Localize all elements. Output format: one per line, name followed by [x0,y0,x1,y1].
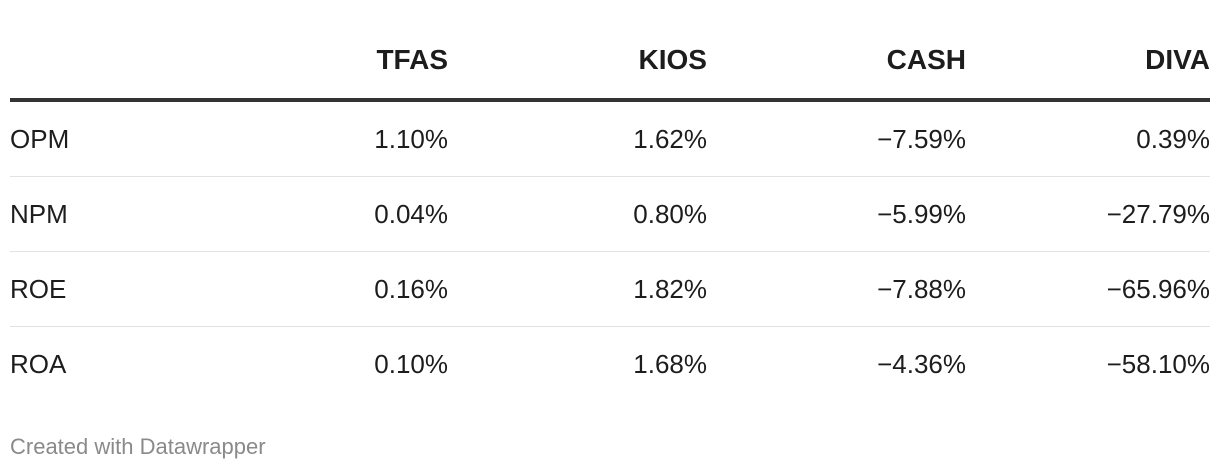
header-cell-tfas[interactable]: TFAS [210,26,448,102]
table-cell: −65.96% [966,251,1210,327]
table-cell: 0.80% [448,176,707,252]
table-cell: 1.10% [210,100,448,177]
table-cell: 1.68% [633,348,707,379]
table-cell: −7.88% [707,251,966,327]
table-row: ROA 0.10% 1.68% −4.36% −58.10% [10,327,1210,402]
header-row: TFAS KIOS CASH DIVA [10,26,1210,102]
table-cell: −27.79% [966,176,1210,252]
table-row: ROE 0.16% 1.82% −7.88% −65.96% [10,251,1210,327]
table-row: NPM 0.04% 0.80% −5.99% −27.79% [10,176,1210,252]
table-cell: −4.36% [877,348,966,379]
table-row: OPM 1.10% 1.62% −7.59% 0.39% [10,100,1210,177]
table-cell: 1.82% [448,251,707,327]
data-table-container: TFAS KIOS CASH DIVA OPM 1.10% 1.62% −7.5… [10,26,1210,401]
table-cell: −7.59% [707,100,966,177]
table-cell: −5.99% [707,176,966,252]
table-cell: 0.39% [966,100,1210,177]
header-cell-label [10,26,210,102]
row-label-npm: NPM [10,176,210,252]
header-cell-diva[interactable]: DIVA [966,26,1210,102]
row-label-opm: OPM [10,100,210,177]
table-cell: 0.10% [374,348,448,379]
header-cell-kios[interactable]: KIOS [448,26,707,102]
datawrapper-credit[interactable]: Created with Datawrapper [10,434,266,459]
table-cell: −58.10% [1106,348,1210,379]
table-cell: 0.16% [210,251,448,327]
row-label-roe: ROE [10,251,210,327]
table-cell: 0.04% [210,176,448,252]
table-cell: 1.62% [448,100,707,177]
header-cell-cash[interactable]: CASH [707,26,966,102]
row-label-roa: ROA [10,348,67,379]
data-table: TFAS KIOS CASH DIVA OPM 1.10% 1.62% −7.5… [10,26,1210,401]
